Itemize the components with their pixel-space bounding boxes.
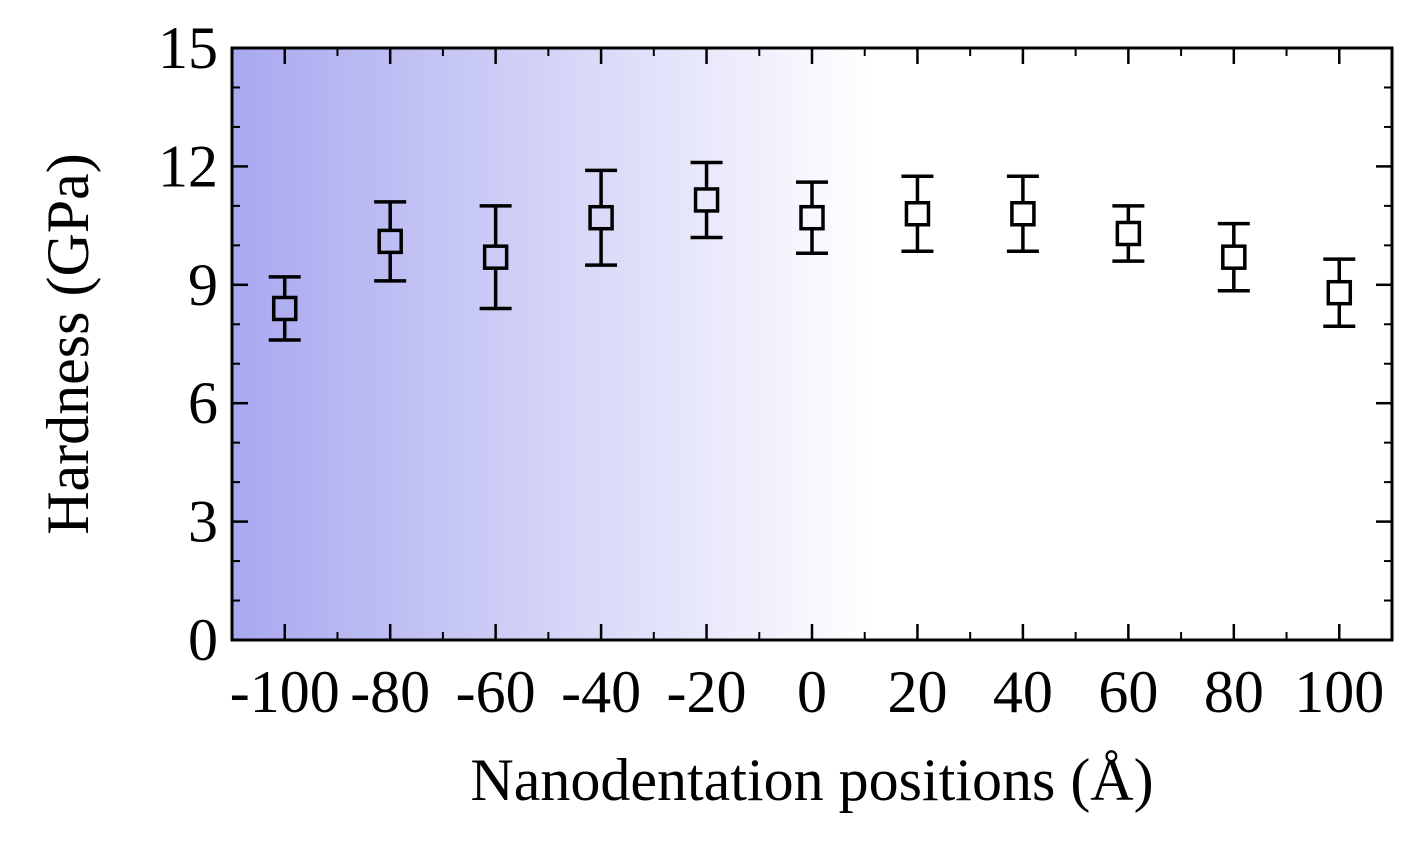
x-axis-ticks: -100 -80 -60 -40 -20 0 20 40 60 80 100: [230, 48, 1384, 725]
y-tick-label: 15: [158, 15, 218, 81]
data-point: [588, 204, 614, 231]
x-tick-label: 40: [993, 659, 1053, 725]
x-tick-label: 0: [797, 659, 827, 725]
data-point: [377, 228, 403, 255]
x-tick-label: 100: [1294, 659, 1384, 725]
x-tick-label: -100: [230, 659, 340, 725]
x-tick-label: 20: [887, 659, 947, 725]
data-point: [799, 204, 825, 231]
data-point: [904, 201, 931, 227]
data-point: [1326, 279, 1353, 306]
y-axis-title: Hardness (GPa): [35, 153, 101, 535]
data-point: [271, 295, 298, 322]
x-axis-title: Nanodentation positions (Å): [470, 747, 1153, 813]
y-tick-label: 0: [188, 607, 218, 673]
y-tick-label: 6: [188, 370, 218, 436]
data-point: [1221, 244, 1247, 270]
data-point: [1115, 220, 1142, 247]
y-tick-label: 9: [188, 252, 218, 318]
y-tick-label: 12: [158, 133, 218, 199]
y-axis-ticks: 0 3 6 9 12 15: [158, 15, 1392, 673]
data-point: [482, 244, 509, 270]
x-tick-label: -60: [456, 659, 536, 725]
data-point: [693, 187, 720, 213]
data-markers: [271, 187, 1353, 322]
data-point: [1010, 201, 1036, 227]
x-tick-label: -80: [350, 659, 430, 725]
y-tick-label: 3: [188, 489, 218, 555]
plot-background: [232, 48, 1392, 640]
x-tick-label: 80: [1204, 659, 1264, 725]
x-tick-label: -40: [561, 659, 641, 725]
x-tick-label: 60: [1098, 659, 1158, 725]
error-bars: [268, 160, 1356, 342]
x-tick-label: -20: [667, 659, 747, 725]
